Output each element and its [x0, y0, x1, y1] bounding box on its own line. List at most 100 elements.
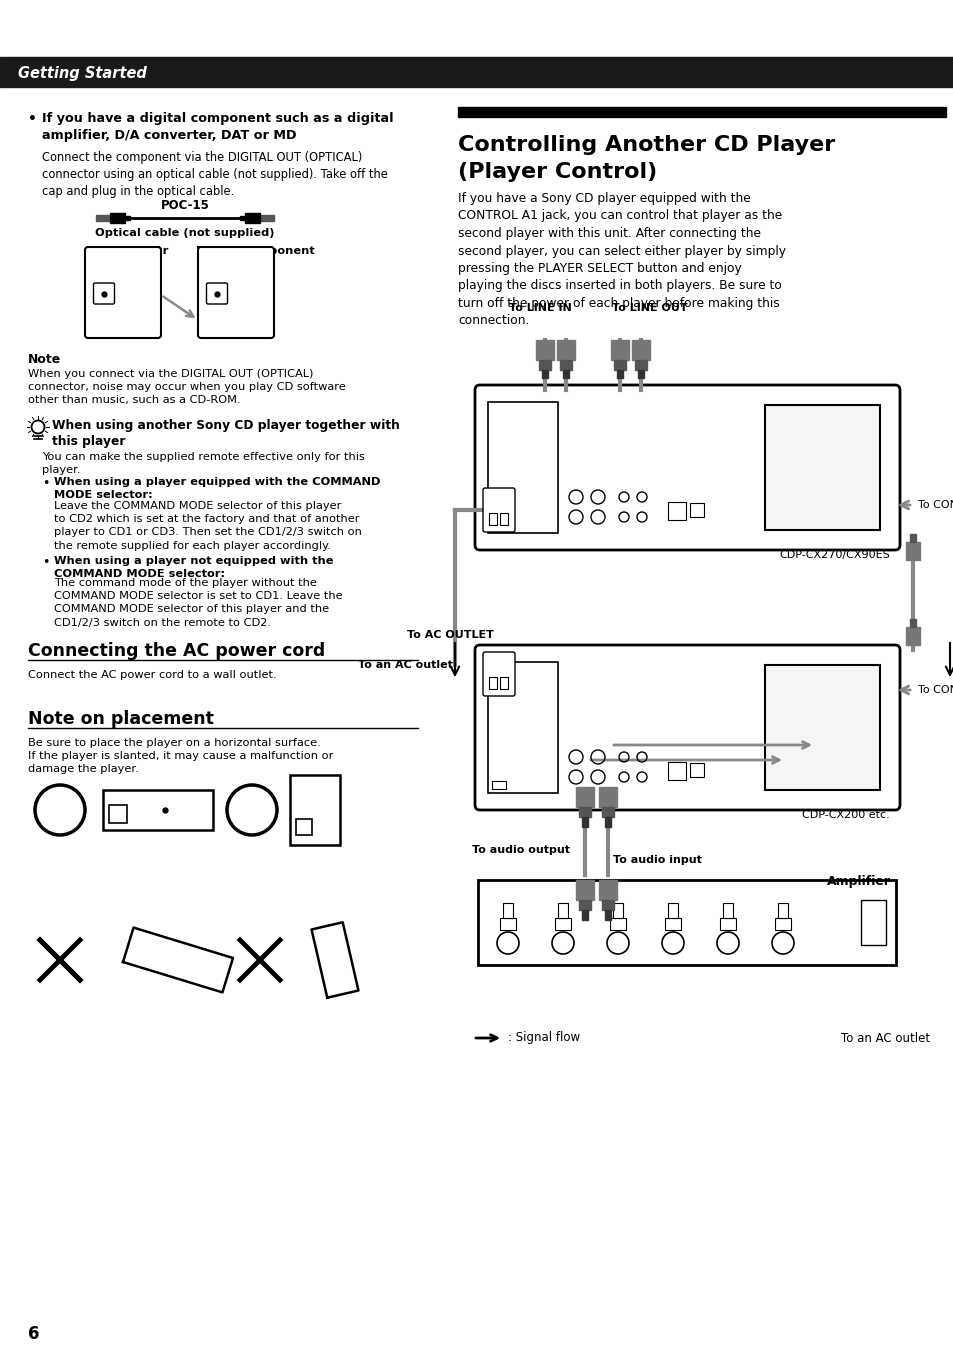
Bar: [559, 359, 572, 370]
Bar: [631, 340, 649, 359]
Bar: [909, 534, 915, 542]
Bar: [774, 917, 790, 929]
Text: Digital component: Digital component: [195, 246, 314, 255]
Bar: [536, 340, 554, 359]
Bar: [562, 370, 568, 378]
Bar: [905, 627, 919, 644]
Text: Be sure to place the player on a horizontal surface.
If the player is slanted, i: Be sure to place the player on a horizon…: [28, 738, 333, 774]
Bar: [110, 213, 125, 223]
Bar: [502, 902, 513, 917]
FancyBboxPatch shape: [85, 247, 161, 338]
Bar: [103, 790, 213, 830]
Text: 6: 6: [28, 1325, 39, 1343]
FancyBboxPatch shape: [93, 282, 114, 304]
Bar: [576, 880, 594, 900]
Bar: [722, 902, 732, 917]
Text: You can make the supplied remote effective only for this
player.: You can make the supplied remote effecti…: [42, 453, 364, 476]
Text: To an AC outlet: To an AC outlet: [840, 1032, 929, 1044]
Text: •: •: [42, 477, 50, 490]
Text: Optical cable (not supplied): Optical cable (not supplied): [95, 228, 274, 238]
Text: When using another Sony CD player together with
this player: When using another Sony CD player togeth…: [52, 419, 399, 449]
Bar: [604, 817, 610, 827]
Bar: [598, 880, 617, 900]
Bar: [457, 107, 945, 118]
Text: Amplifier: Amplifier: [826, 875, 890, 888]
Bar: [499, 677, 507, 689]
Text: •: •: [28, 112, 37, 126]
Text: (Player Control): (Player Control): [457, 162, 657, 182]
Bar: [488, 662, 558, 793]
FancyBboxPatch shape: [482, 488, 515, 532]
Bar: [290, 775, 339, 844]
Text: CD player: CD player: [106, 246, 168, 255]
Bar: [905, 542, 919, 561]
Text: Note: Note: [28, 353, 61, 366]
Bar: [557, 340, 575, 359]
Text: To audio output: To audio output: [472, 844, 569, 855]
Bar: [610, 340, 628, 359]
Bar: [240, 216, 245, 220]
Bar: [578, 807, 590, 817]
Text: When using a player not equipped with the
COMMAND MODE selector:: When using a player not equipped with th…: [54, 557, 334, 578]
Bar: [601, 900, 614, 911]
Text: Leave the COMMAND MODE selector of this player
to CD2 which is set at the factor: Leave the COMMAND MODE selector of this …: [54, 501, 361, 551]
Bar: [96, 215, 110, 222]
Text: CDP-CX270/CX90ES: CDP-CX270/CX90ES: [779, 550, 889, 561]
Bar: [492, 521, 505, 530]
Text: Getting Started: Getting Started: [18, 66, 147, 81]
Bar: [555, 917, 571, 929]
Bar: [295, 819, 312, 835]
Bar: [667, 503, 685, 520]
Bar: [125, 216, 130, 220]
Text: CDP-CX200 etc.: CDP-CX200 etc.: [801, 811, 889, 820]
Bar: [638, 370, 643, 378]
Text: When you connect via the DIGITAL OUT (OPTICAL)
connector, noise may occur when y: When you connect via the DIGITAL OUT (OP…: [28, 369, 345, 405]
Bar: [581, 817, 587, 827]
Bar: [664, 917, 680, 929]
FancyBboxPatch shape: [206, 282, 227, 304]
Text: : Signal flow: : Signal flow: [507, 1032, 579, 1044]
Bar: [764, 405, 879, 530]
Bar: [245, 213, 260, 223]
FancyBboxPatch shape: [475, 385, 899, 550]
Bar: [581, 911, 587, 920]
Bar: [861, 900, 885, 944]
Text: The command mode of the player without the
COMMAND MODE selector is set to CD1. : The command mode of the player without t…: [54, 578, 342, 628]
Bar: [609, 917, 625, 929]
Bar: [689, 503, 703, 517]
FancyBboxPatch shape: [198, 247, 274, 338]
Bar: [720, 917, 735, 929]
Text: Connect the component via the DIGITAL OUT (OPTICAL)
connector using an optical c: Connect the component via the DIGITAL OU…: [42, 151, 388, 199]
Bar: [499, 917, 516, 929]
Text: If you have a Sony CD player equipped with the
CONTROL A1 jack, you can control : If you have a Sony CD player equipped wi…: [457, 192, 785, 327]
Bar: [909, 619, 915, 627]
Bar: [667, 902, 678, 917]
Bar: [689, 763, 703, 777]
FancyBboxPatch shape: [475, 644, 899, 811]
Bar: [617, 370, 622, 378]
Bar: [489, 677, 497, 689]
Bar: [613, 902, 622, 917]
Text: Connect the AC power cord to a wall outlet.: Connect the AC power cord to a wall outl…: [28, 670, 276, 680]
Bar: [558, 902, 567, 917]
Bar: [598, 788, 617, 807]
Bar: [499, 513, 507, 526]
Text: If you have a digital component such as a digital
amplifier, D/A converter, DAT : If you have a digital component such as …: [42, 112, 394, 142]
Bar: [614, 359, 625, 370]
Text: Connecting the AC power cord: Connecting the AC power cord: [28, 642, 325, 661]
Text: To LINE IN: To LINE IN: [508, 303, 571, 313]
Text: Note on placement: Note on placement: [28, 711, 213, 728]
Bar: [778, 902, 787, 917]
Bar: [604, 911, 610, 920]
Text: To audio input: To audio input: [613, 855, 701, 865]
Bar: [635, 359, 646, 370]
Bar: [0, 57, 953, 86]
Bar: [578, 900, 590, 911]
Bar: [489, 513, 497, 526]
Bar: [538, 359, 551, 370]
Text: To CONTROL A1: To CONTROL A1: [917, 685, 953, 694]
Bar: [260, 215, 274, 222]
Text: •: •: [42, 557, 50, 569]
Bar: [492, 781, 505, 789]
Text: Controlling Another CD Player: Controlling Another CD Player: [457, 135, 835, 155]
